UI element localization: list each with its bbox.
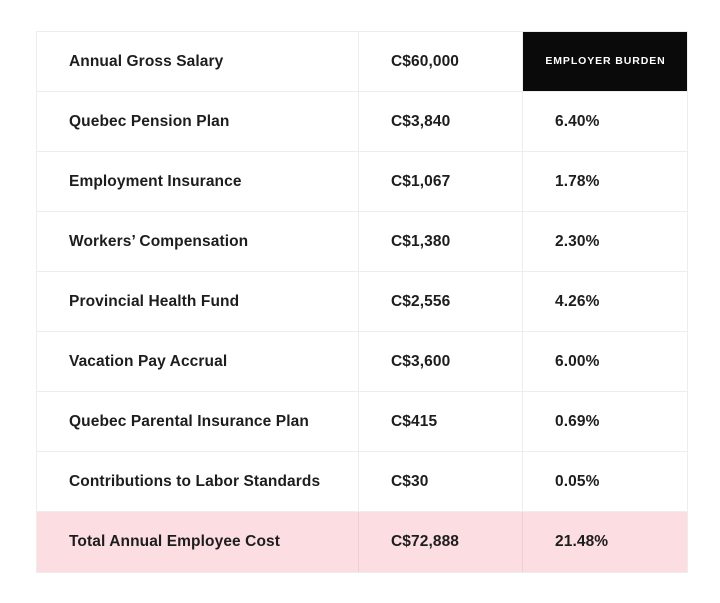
cost-item-amount: C$415 [359, 392, 523, 451]
employer-burden-header-label: EMPLOYER BURDEN [523, 32, 687, 91]
table-row: Provincial Health Fund C$2,556 4.26% [37, 272, 687, 332]
cost-item-label: Contributions to Labor Standards [37, 452, 359, 511]
cost-item-amount: C$1,380 [359, 212, 523, 271]
cost-item-label: Employment Insurance [37, 152, 359, 211]
cost-item-burden: 2.30% [555, 232, 600, 250]
cost-item-amount: C$3,840 [359, 92, 523, 151]
table-row: Employment Insurance C$1,067 1.78% [37, 152, 687, 212]
cost-item-amount: C$3,600 [359, 332, 523, 391]
cost-item-burden: 0.69% [555, 412, 600, 430]
cost-item-burden: 6.00% [555, 352, 600, 370]
total-row: Total Annual Employee Cost C$72,888 21.4… [37, 512, 687, 572]
employee-cost-table: Annual Gross Salary C$60,000 EMPLOYER BU… [36, 31, 688, 573]
cost-item-amount: C$2,556 [359, 272, 523, 331]
cost-item-label: Quebec Parental Insurance Plan [37, 392, 359, 451]
cost-item-amount: C$30 [359, 452, 523, 511]
employer-burden-header-cell: EMPLOYER BURDEN [523, 32, 687, 91]
cost-item-burden: 4.26% [555, 292, 600, 310]
cost-item-burden: 1.78% [555, 172, 600, 190]
total-amount: C$72,888 [359, 512, 523, 572]
salary-amount: C$60,000 [359, 32, 523, 91]
cost-item-label: Workers’ Compensation [37, 212, 359, 271]
cost-item-burden: 0.05% [555, 472, 600, 490]
total-label: Total Annual Employee Cost [37, 512, 359, 572]
cost-item-amount: C$1,067 [359, 152, 523, 211]
table-row: Quebec Pension Plan C$3,840 6.40% [37, 92, 687, 152]
cost-item-label: Provincial Health Fund [37, 272, 359, 331]
cost-item-burden: 6.40% [555, 112, 600, 130]
cost-item-label: Quebec Pension Plan [37, 92, 359, 151]
table-row: Vacation Pay Accrual C$3,600 6.00% [37, 332, 687, 392]
table-row: Quebec Parental Insurance Plan C$415 0.6… [37, 392, 687, 452]
table-row: Workers’ Compensation C$1,380 2.30% [37, 212, 687, 272]
cost-item-label: Vacation Pay Accrual [37, 332, 359, 391]
total-burden: 21.48% [555, 533, 609, 550]
salary-label: Annual Gross Salary [37, 32, 359, 91]
salary-header-row: Annual Gross Salary C$60,000 EMPLOYER BU… [37, 32, 687, 92]
table-row: Contributions to Labor Standards C$30 0.… [37, 452, 687, 512]
